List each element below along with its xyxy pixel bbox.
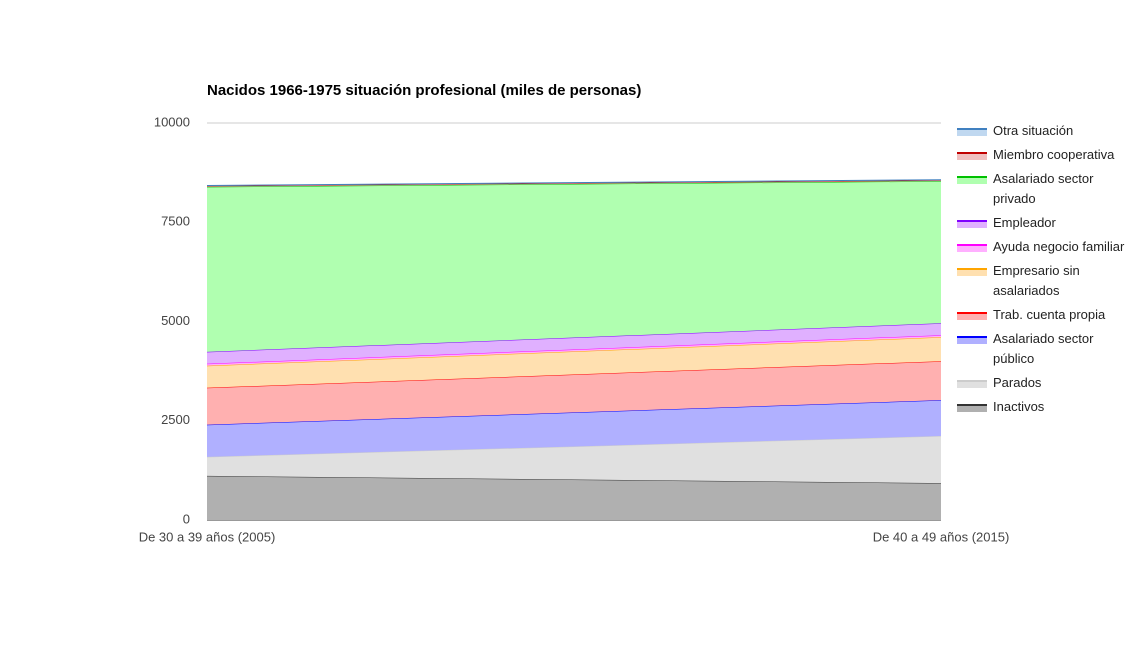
legend-swatch (957, 244, 987, 252)
legend-swatch (957, 312, 987, 320)
legend-swatch (957, 220, 987, 228)
area (207, 337, 941, 388)
legend-swatch (957, 176, 987, 184)
legend-swatch (957, 152, 987, 160)
legend-label: Miembro cooperativa (993, 147, 1115, 162)
legend-label: Ayuda negocio familiar (993, 239, 1125, 254)
chart-title: Nacidos 1966-1975 situación profesional … (207, 82, 641, 99)
legend-label: Asalariado sector privado (993, 171, 1094, 206)
legend-item: Ayuda negocio familiar (957, 237, 1131, 257)
legend-label: Trab. cuenta propia (993, 307, 1106, 322)
legend-item: Asalariado sector privado (957, 169, 1131, 209)
area (207, 323, 941, 364)
legend-item: Empleador (957, 213, 1131, 233)
legend-swatch (957, 380, 987, 388)
area (207, 436, 941, 484)
y-tick-label: 10000 (154, 114, 190, 129)
legend: Otra situación Miembro cooperativa Asalari… (957, 121, 1131, 417)
legend-swatch (957, 404, 987, 412)
legend-item: Miembro cooperativa (957, 145, 1131, 165)
legend-label: Otra situación (993, 123, 1074, 138)
area-line (206, 179, 942, 187)
legend-label: Inactivos (993, 399, 1045, 414)
legend-item: Asalariado sector público (957, 329, 1131, 369)
legend-swatch (957, 336, 987, 344)
y-tick-label: 7500 (161, 214, 190, 229)
area (207, 475, 941, 520)
x-tick-label: De 30 a 39 años (2005) (139, 529, 276, 544)
area (207, 361, 941, 425)
legend-label: Asalariado sector público (993, 331, 1094, 366)
legend-label: Empleador (993, 215, 1056, 230)
area (207, 181, 941, 352)
x-tick-label: De 40 a 49 años (2015) (873, 529, 1010, 544)
legend-item: Parados (957, 373, 1131, 393)
legend-item: Otra situación (957, 121, 1131, 141)
legend-label: Parados (993, 375, 1042, 390)
legend-label: Empresario sin asalariados (993, 263, 1080, 298)
y-tick-label: 0 (183, 511, 190, 526)
legend-item: Empresario sin asalariados (957, 261, 1131, 301)
legend-swatch (957, 128, 987, 136)
legend-item: Trab. cuenta propia (957, 305, 1131, 325)
legend-item: Inactivos (957, 397, 1131, 417)
y-tick-label: 5000 (161, 313, 190, 328)
legend-swatch (957, 268, 987, 276)
y-tick-label: 2500 (161, 412, 190, 427)
area (207, 400, 941, 457)
